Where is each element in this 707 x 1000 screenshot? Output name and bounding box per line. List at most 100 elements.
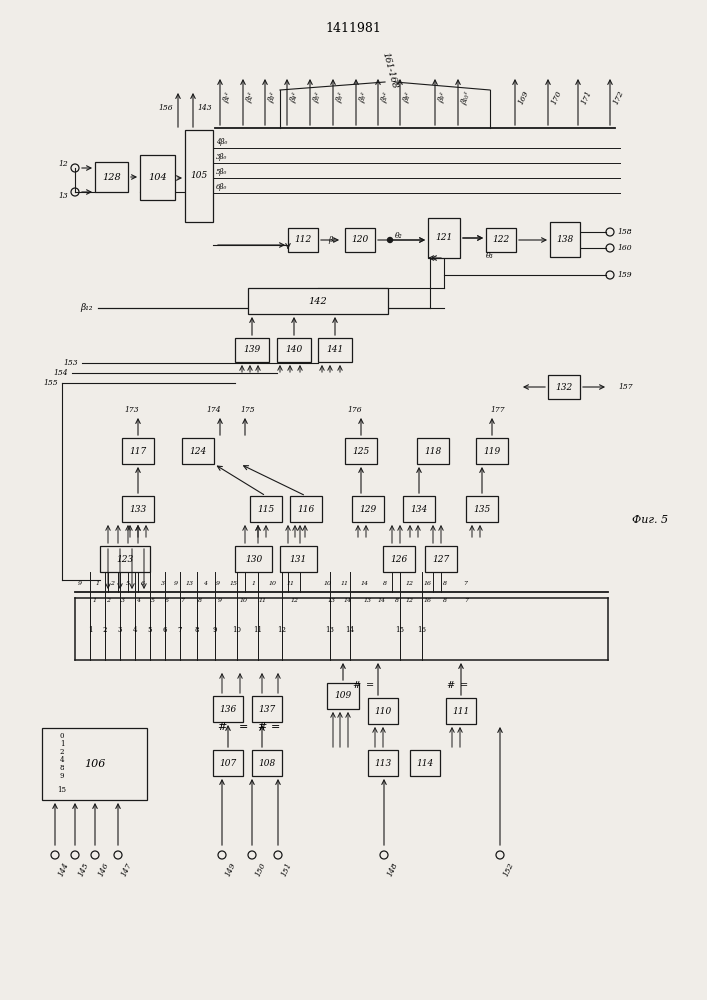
Text: #: # [257, 722, 267, 732]
Text: 13: 13 [186, 581, 194, 586]
Text: 8: 8 [60, 764, 64, 772]
Text: 14: 14 [344, 598, 352, 603]
Text: 8: 8 [443, 581, 447, 586]
Text: β₁¹: β₁¹ [222, 92, 233, 104]
Bar [410, 750, 440, 776]
Text: =: = [238, 722, 247, 732]
Text: 1: 1 [88, 626, 92, 634]
Text: 5β₀: 5β₀ [216, 168, 227, 176]
Text: β₉¹: β₉¹ [437, 92, 449, 104]
Bar [185, 130, 213, 222]
Text: 147: 147 [120, 862, 134, 878]
Text: 14: 14 [361, 581, 369, 586]
Bar [428, 218, 460, 258]
Text: 144: 144 [57, 862, 71, 878]
Text: 13: 13 [364, 598, 372, 603]
Text: 4β₀: 4β₀ [216, 138, 227, 146]
Text: 157: 157 [618, 383, 633, 391]
Bar [327, 683, 359, 709]
Text: 117: 117 [129, 446, 146, 456]
Bar [345, 438, 377, 464]
Text: 104: 104 [148, 173, 167, 182]
Text: 7: 7 [177, 626, 182, 634]
Text: 120: 120 [351, 235, 368, 244]
Text: 12: 12 [58, 160, 68, 168]
Text: =: = [270, 722, 280, 732]
Text: 156: 156 [158, 104, 173, 112]
Text: 169: 169 [517, 90, 530, 106]
Text: 119: 119 [484, 446, 501, 456]
Text: 140: 140 [286, 346, 303, 355]
Text: 1: 1 [93, 598, 97, 603]
Text: 8: 8 [443, 598, 447, 603]
Text: 7: 7 [463, 581, 467, 586]
Text: 116: 116 [298, 504, 315, 514]
Text: 12: 12 [291, 598, 299, 603]
Bar [182, 438, 214, 464]
Text: 11: 11 [259, 598, 267, 603]
Text: 175: 175 [240, 406, 255, 414]
Bar [95, 162, 128, 192]
Text: 13: 13 [325, 626, 334, 634]
Text: 139: 139 [243, 346, 261, 355]
Text: 121: 121 [436, 233, 452, 242]
Text: 6: 6 [163, 626, 168, 634]
Text: 123: 123 [117, 554, 134, 564]
Text: 159: 159 [617, 271, 631, 279]
Text: 128: 128 [102, 172, 121, 182]
Text: 148: 148 [386, 862, 399, 878]
Text: =: = [460, 682, 468, 690]
Text: θ₃: θ₃ [486, 252, 493, 260]
Text: 110: 110 [375, 706, 392, 716]
Text: 131: 131 [290, 554, 307, 564]
Text: 155: 155 [43, 379, 58, 387]
Text: 141: 141 [327, 346, 344, 355]
Bar [122, 496, 154, 522]
Bar [252, 696, 282, 722]
Text: 6: 6 [141, 581, 145, 586]
Text: β₂¹: β₂¹ [245, 92, 257, 104]
Text: 12: 12 [278, 626, 286, 634]
Text: 154: 154 [53, 369, 68, 377]
Text: 7: 7 [180, 598, 184, 603]
Text: 112: 112 [294, 235, 312, 244]
Text: 2: 2 [106, 598, 110, 603]
Text: 111: 111 [452, 706, 469, 716]
Text: 0: 0 [60, 732, 64, 740]
Text: 161-168: 161-168 [381, 51, 399, 89]
Text: 136: 136 [219, 704, 237, 714]
Text: 4: 4 [203, 581, 207, 586]
Text: 176: 176 [348, 406, 362, 414]
Bar [290, 496, 322, 522]
Text: 108: 108 [258, 758, 276, 768]
Text: 122: 122 [492, 235, 510, 244]
Text: 106: 106 [84, 759, 105, 769]
Text: 9: 9 [174, 581, 178, 586]
Bar [403, 496, 435, 522]
Text: 115: 115 [257, 504, 274, 514]
Text: 149: 149 [224, 862, 238, 878]
Text: 138: 138 [556, 235, 573, 244]
Text: 127: 127 [433, 554, 450, 564]
Bar [213, 696, 243, 722]
Text: 3: 3 [121, 598, 125, 603]
Bar [288, 228, 318, 252]
Text: #: # [446, 682, 454, 690]
Bar [277, 338, 311, 362]
Text: 125: 125 [352, 446, 370, 456]
Text: 135: 135 [474, 504, 491, 514]
Text: 1411981: 1411981 [325, 21, 381, 34]
Text: β₆¹: β₆¹ [335, 92, 346, 104]
Text: 13: 13 [58, 192, 68, 200]
Text: θ₂: θ₂ [395, 232, 402, 240]
Bar [235, 338, 269, 362]
Bar [352, 496, 384, 522]
Text: 151: 151 [280, 862, 293, 878]
Text: 9: 9 [216, 581, 220, 586]
Text: 173: 173 [124, 406, 139, 414]
Bar [368, 750, 398, 776]
Bar [42, 728, 147, 800]
Text: 105: 105 [190, 172, 208, 180]
Text: 2: 2 [103, 626, 107, 634]
Text: 2: 2 [60, 748, 64, 756]
